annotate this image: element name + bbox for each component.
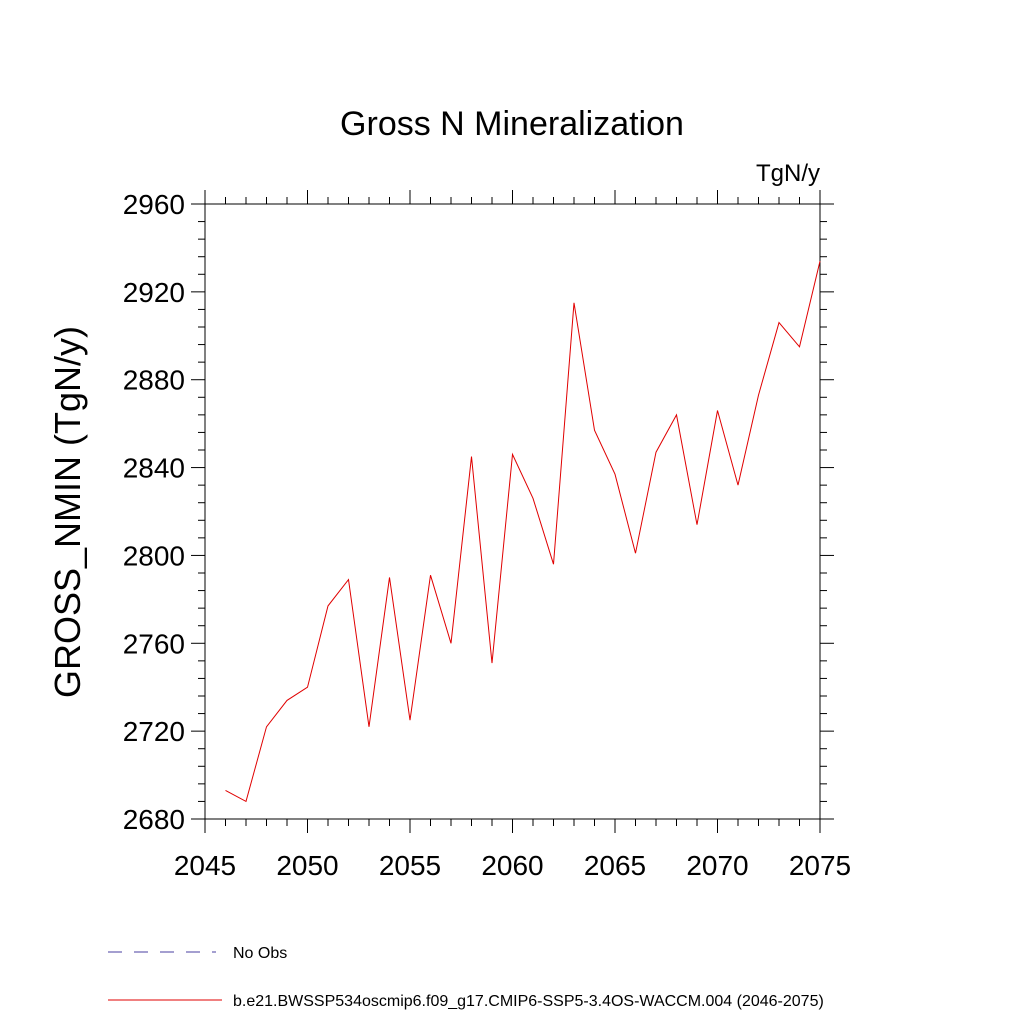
x-tick-label: 2070 <box>686 850 748 881</box>
data-point <box>409 720 410 721</box>
data-point <box>491 662 492 663</box>
y-tick-label: 2960 <box>123 189 185 220</box>
data-point <box>655 452 656 453</box>
x-tick-label: 2075 <box>789 850 851 881</box>
data-point <box>717 410 718 411</box>
x-tick-label: 2045 <box>174 850 236 881</box>
data-point <box>635 553 636 554</box>
plot-frame <box>204 203 821 820</box>
legend-label-model: b.e21.BWSSP534oscmip6.f09_g17.CMIP6-SSP5… <box>233 993 824 1010</box>
data-point <box>778 322 779 323</box>
data-point <box>450 643 451 644</box>
data-point <box>758 394 759 395</box>
legend-label-no-obs: No Obs <box>233 945 287 962</box>
chart-title: Gross N Mineralization <box>340 105 684 143</box>
data-point <box>532 498 533 499</box>
legend: No Obs b.e21.BWSSP534oscmip6.f09_g17.CMI… <box>108 945 824 1010</box>
data-point <box>696 524 697 525</box>
x-tick-label: 2055 <box>379 850 441 881</box>
data-point <box>553 564 554 565</box>
data-point <box>368 726 369 727</box>
data-point <box>819 261 820 262</box>
data-point <box>471 456 472 457</box>
x-tick-label: 2060 <box>481 850 543 881</box>
data-point <box>245 801 246 802</box>
y-tick-label: 2720 <box>123 716 185 747</box>
y-tick-label: 2800 <box>123 540 185 571</box>
data-point <box>573 302 574 303</box>
x-tick-label: 2065 <box>584 850 646 881</box>
series-line <box>225 260 821 803</box>
y-tick-label: 2760 <box>123 628 185 659</box>
axis-ticks <box>191 190 834 833</box>
y-axis-label: GROSS_NMIN (TgN/y) <box>47 326 88 698</box>
data-point <box>512 454 513 455</box>
data-point <box>307 687 308 688</box>
data-point <box>348 579 349 580</box>
data-point <box>676 414 677 415</box>
data-point <box>225 790 226 791</box>
data-point <box>799 346 800 347</box>
y-tick-label: 2680 <box>123 804 185 835</box>
data-point <box>614 474 615 475</box>
data-point <box>327 605 328 606</box>
series-layer <box>225 260 821 803</box>
data-point <box>737 485 738 486</box>
data-point <box>286 700 287 701</box>
data-point <box>430 575 431 576</box>
y-tick-label: 2920 <box>123 277 185 308</box>
x-tick-label: 2050 <box>276 850 338 881</box>
data-point <box>266 726 267 727</box>
y-tick-label: 2840 <box>123 453 185 484</box>
data-point <box>594 430 595 431</box>
data-point <box>389 577 390 578</box>
axis-tick-labels: 2045 2050 2055 2060 2065 2070 2075 2680 2720 2760… <box>123 189 851 881</box>
units-label: TgN/y <box>756 160 820 187</box>
y-tick-label: 2880 <box>123 365 185 396</box>
